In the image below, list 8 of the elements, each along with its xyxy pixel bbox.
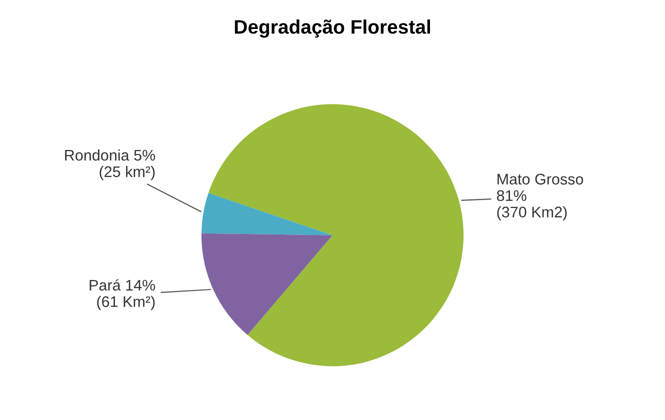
pie-slice <box>201 192 332 236</box>
slice-label: Mato Grosso <box>498 174 584 185</box>
chart-title: Degradação Florestal <box>234 20 430 38</box>
pie-slice <box>208 104 464 366</box>
slice-label: Rondonia 5% (25 km²) <box>65 149 156 180</box>
pie-slice <box>201 233 332 335</box>
data-label: 81% (370 Km2) <box>496 190 567 220</box>
slice-label: Pará 14% (61 Km²) <box>90 279 156 310</box>
